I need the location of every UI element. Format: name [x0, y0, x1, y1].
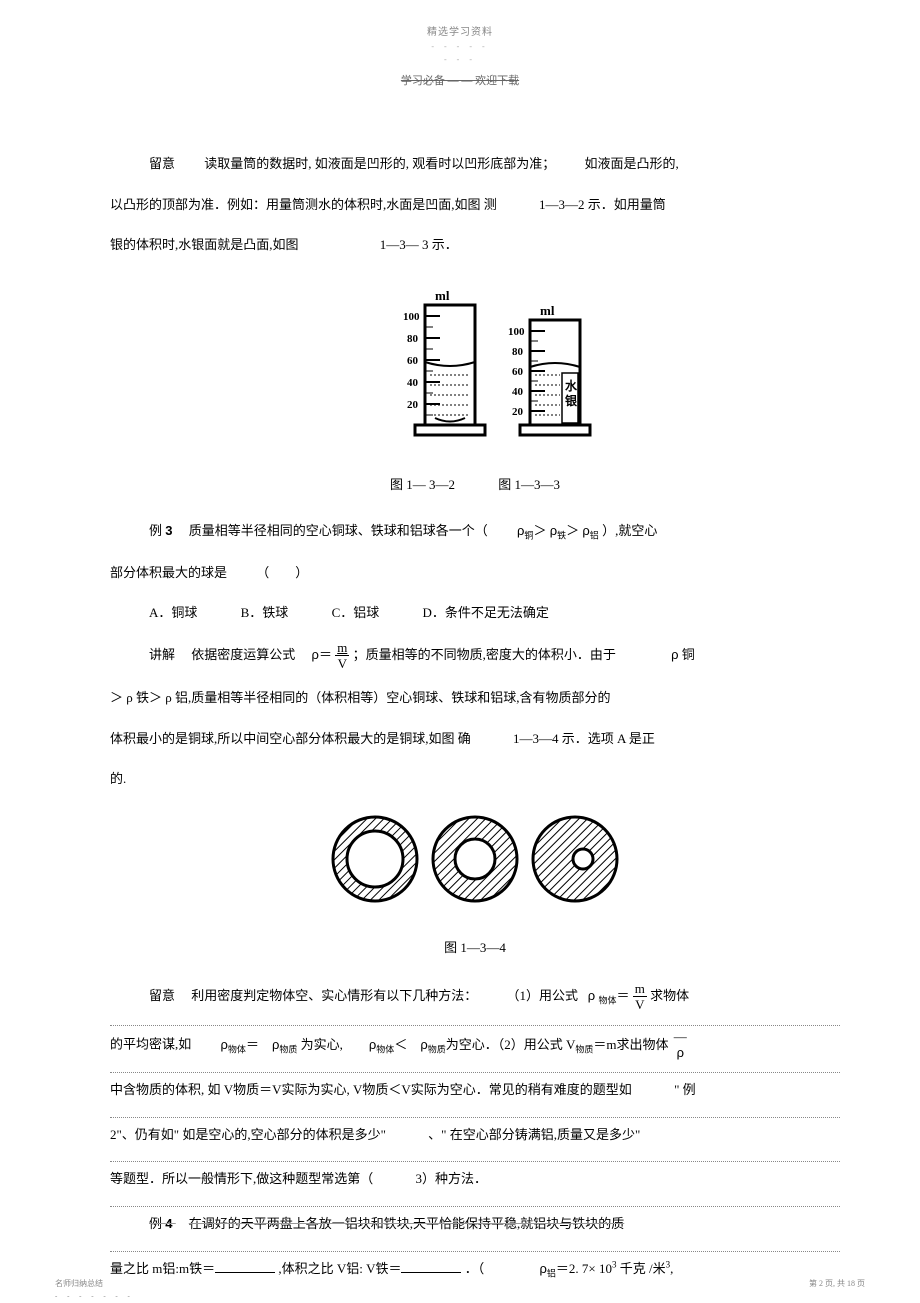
- dotted-line-3: [110, 1117, 840, 1118]
- ratio-2: ,体积之比 V铝: V铁＝: [278, 1261, 401, 1276]
- option-a: A．铜球: [149, 599, 197, 628]
- l2a: 2"、仍有如" 如是空心的,空心部分的体积是多少": [110, 1127, 386, 1142]
- svg-text:100: 100: [508, 326, 525, 338]
- svg-text:银: 银: [565, 393, 578, 408]
- line3: 等题型．所以一般情形下,做这种题型常选第（ 3）种方法．: [110, 1165, 840, 1194]
- ex3-text: 质量相等半径相同的空心铜球、铁球和铝球各一个（: [189, 523, 488, 538]
- p1-text: 读取量筒的数据时, 如液面是凹形的, 观看时以凹形底部为准；: [204, 156, 555, 171]
- ratio-line: 量之比 m铝:m铁＝ ,体积之比 V铝: V铁＝ ．（ ρ铝＝2. 7× 103…: [110, 1255, 840, 1284]
- gt-line: ＞ ρ 铁＞ ρ 铝,质量相等半径相同的（体积相等）空心铜球、铁球和铝球,含有物…: [110, 684, 840, 713]
- svg-text:20: 20: [512, 406, 524, 418]
- note-para: 留意 利用密度判定物体空、实心情形有以下几种方法： （1）用公式 ρ 物体＝ m…: [110, 981, 840, 1013]
- ex3-rho: ρ铜＞ ρ铁＞ ρ铝: [517, 523, 599, 538]
- p3-text-b: 1—3— 3 示．: [380, 237, 458, 252]
- vol-eq: 中含物质的体积, 如 V物质＝V实际为实心, V物质＜V实际为空心．常见的稍有难…: [110, 1082, 632, 1097]
- gt-text: ＞ ρ 铁＞ ρ 铝,质量相等半径相同的（体积相等）空心铜球、铁球和铝球,含有物…: [110, 690, 610, 705]
- circles-figure: [110, 809, 840, 920]
- dotted-line-5: [110, 1206, 840, 1207]
- vol-t3: 的.: [110, 771, 126, 786]
- footer-right: 第 2 页, 共 18 页: [809, 1278, 865, 1291]
- l2b: 、" 在空心部分铸满铝,质量又是多少": [428, 1127, 640, 1142]
- circles-svg: [325, 809, 625, 909]
- ex4-text: 在调好的天平两盘上各放一铝块和铁块,天平恰能保持平稳,就铝块与铁块的质: [189, 1216, 625, 1231]
- ex3-label: 例 3: [149, 523, 173, 538]
- vol-t1: 体积最小的是铜球,所以中间空心部分体积最大的是铜球,如图 确: [110, 731, 471, 746]
- paragraph-2: 以凸形的顶部为准．例如：用量筒测水的体积时,水面是凹面,如图 测 1—3—2 示…: [110, 191, 840, 220]
- vol-eq-line: 中含物质的体积, 如 V物质＝V实际为实心, V物质＜V实际为空心．常见的稍有难…: [110, 1076, 840, 1105]
- ex3-line2: 部分体积最大的球是 （ ）: [110, 559, 840, 588]
- avg-t1: 的平均密谋,如: [110, 1037, 191, 1052]
- ratio-3: ．（: [465, 1261, 485, 1276]
- note-t3: 求物体: [650, 988, 689, 1003]
- svg-text:80: 80: [512, 346, 524, 358]
- svg-text:ml: ml: [435, 288, 450, 303]
- paragraph-3: 银的体积时,水银面就是凸面,如图 1—3— 3 示．: [110, 231, 840, 260]
- explain-text: 依据密度运算公式: [191, 647, 295, 662]
- option-d: D．条件不足无法确定: [422, 599, 548, 628]
- avg-line: 的平均密谋,如 ρ物体＝ ρ物质 为实心, ρ物体＜ ρ物质为空心．（2）用公式…: [110, 1029, 840, 1060]
- vol-line: 体积最小的是铜球,所以中间空心部分体积最大的是铜球,如图 确 1—3—4 示．选…: [110, 725, 840, 754]
- explain-t3: ρ 铜: [671, 647, 695, 662]
- p1-text-c: 如液面是凸形的,: [585, 156, 679, 171]
- dotted-line-2: [110, 1072, 840, 1073]
- option-c: C．铝球: [332, 599, 380, 628]
- note-label: 留意: [149, 156, 175, 171]
- explanation: 讲解 依据密度运算公式 ρ＝ mV ；质量相等的不同物质,密度大的体积小．由于 …: [110, 640, 840, 672]
- vol-eq-end: " 例: [674, 1082, 696, 1097]
- options: A．铜球 B．铁球 C．铝球 D．条件不足无法确定: [149, 599, 840, 628]
- cylinders-svg: ml 100 80 60 40 20: [335, 280, 615, 440]
- header-dots: - - - - -: [0, 41, 920, 54]
- note-formula: ρ 物体＝ mV: [588, 988, 647, 1003]
- header-dots2: - - -: [0, 54, 920, 67]
- l3: 等题型．所以一般情形下,做这种题型常选第（: [110, 1171, 373, 1186]
- dotted-line-6: [110, 1251, 840, 1252]
- explain-t2: ；质量相等的不同物质,密度大的体积小．由于: [353, 647, 616, 662]
- vol-line3: 的.: [110, 765, 840, 794]
- explain-label: 讲解: [149, 647, 175, 662]
- example-3: 例 3 质量相等半径相同的空心铜球、铁球和铝球各一个（ ρ铜＞ ρ铁＞ ρ铝 ）…: [110, 517, 840, 546]
- formula: ρ＝ mV: [312, 647, 350, 662]
- svg-text:ml: ml: [540, 303, 555, 318]
- option-b: B．铁球: [241, 599, 289, 628]
- example-4: 例 4 在调好的天平两盘上各放一铝块和铁块,天平恰能保持平稳,就铝块与铁块的质: [110, 1210, 840, 1239]
- ex3-end: ）,就空心: [602, 523, 657, 538]
- paragraph-1: 留意 读取量筒的数据时, 如液面是凹形的, 观看时以凹形底部为准； 如液面是凸形…: [110, 150, 840, 179]
- svg-text:60: 60: [407, 355, 419, 367]
- svg-text:40: 40: [407, 377, 419, 389]
- figure-caption-1: 图 1— 3—2 图 1—3—3: [110, 471, 840, 500]
- svg-text:20: 20: [407, 399, 419, 411]
- note-t2: （1）用公式: [507, 988, 579, 1003]
- blank-2: [401, 1259, 461, 1273]
- l3b: 3）种方法．: [416, 1171, 488, 1186]
- page-header: 精选学习资料 - - - - - - - - 学习必备 — — 欢迎下载: [0, 0, 920, 90]
- ratio-1: 量之比 m铝:m铁＝: [110, 1261, 215, 1276]
- svg-text:60: 60: [512, 366, 524, 378]
- figure-caption-2: 图 1—3—4: [110, 934, 840, 963]
- header-title: 精选学习资料: [0, 25, 920, 41]
- p2-text-b: 1—3—2 示．如用量筒: [539, 197, 666, 212]
- note-lbl: 留意: [149, 988, 175, 1003]
- caption-1a: 图 1— 3—2: [390, 471, 455, 500]
- note-t1: 利用密度判定物体空、实心情形有以下几种方法：: [191, 988, 477, 1003]
- vol-t2: 1—3—4 示．选项 A 是正: [513, 731, 655, 746]
- svg-text:水: 水: [565, 378, 578, 393]
- header-subtitle: 学习必备 — — 欢迎下载: [0, 73, 920, 91]
- ex3-paren: （ ）: [256, 565, 308, 580]
- ratio-rho: ρ铝＝2. 7× 103 千克 /米3,: [540, 1261, 674, 1276]
- line2: 2"、仍有如" 如是空心的,空心部分的体积是多少" 、" 在空心部分铸满铝,质量…: [110, 1121, 840, 1150]
- p3-text: 银的体积时,水银面就是凸面,如图: [110, 237, 299, 252]
- p2-text: 以凸形的顶部为准．例如：用量筒测水的体积时,水面是凹面,如图 测: [110, 197, 497, 212]
- main-content: 留意 读取量筒的数据时, 如液面是凹形的, 观看时以凹形底部为准； 如液面是凸形…: [0, 90, 920, 1284]
- blank-1: [215, 1259, 275, 1273]
- caption-1b: 图 1—3—3: [498, 471, 560, 500]
- footer-left: 名师归纳总结 - - - - - - -: [55, 1278, 134, 1302]
- svg-text:80: 80: [407, 333, 419, 345]
- dotted-line-4: [110, 1161, 840, 1162]
- dotted-line: [110, 1025, 840, 1026]
- cylinder-figure: ml 100 80 60 40 20: [110, 280, 840, 451]
- svg-text:40: 40: [512, 386, 524, 398]
- svg-text:100: 100: [403, 311, 420, 323]
- ex4-label: 例 4: [149, 1216, 173, 1231]
